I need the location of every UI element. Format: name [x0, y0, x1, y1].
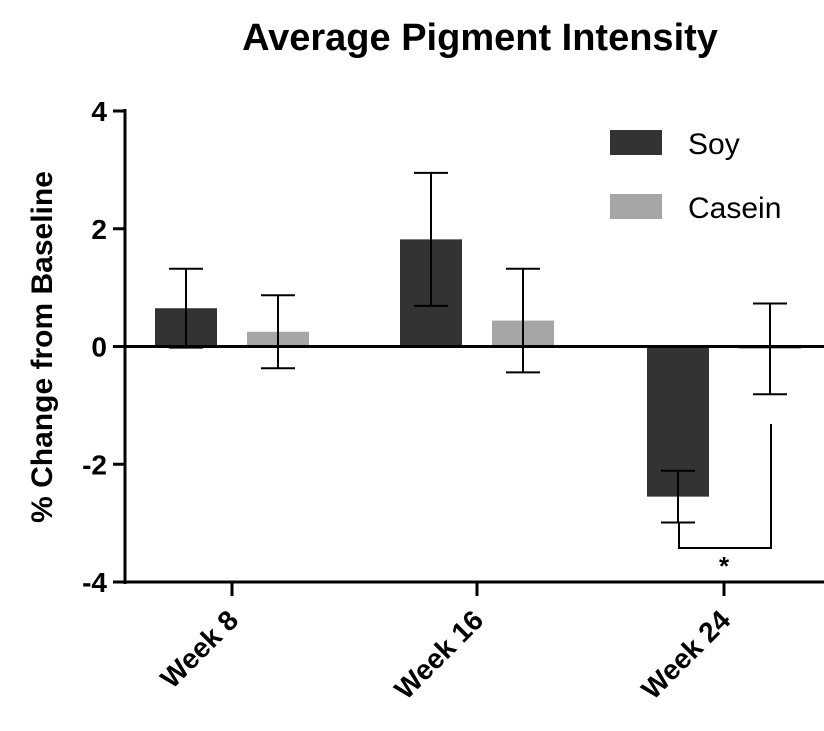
- y-tick-label: -4: [82, 567, 107, 598]
- y-tick-label: -2: [82, 449, 107, 480]
- legend-swatch: [610, 130, 662, 155]
- y-tick-label: 0: [91, 332, 107, 363]
- y-tick-label: 2: [91, 214, 107, 245]
- error-bar: [753, 302, 787, 396]
- chart-title: Average Pigment Intensity: [242, 17, 718, 59]
- error-bar: [506, 267, 540, 374]
- y-tick-label: 4: [91, 96, 107, 127]
- error-bar: [414, 171, 448, 307]
- annotation: *: [719, 551, 730, 581]
- error-bar: [661, 469, 695, 524]
- legend-label: Casein: [688, 192, 781, 225]
- x-tick-label: Week 8: [154, 604, 244, 694]
- error-bar: [261, 294, 295, 370]
- legend-label: Soy: [688, 128, 740, 161]
- legend-swatch: [610, 194, 662, 219]
- x-tick-label: Week 24: [635, 604, 736, 705]
- y-axis-label: % Change from Baseline: [26, 171, 59, 523]
- x-tick-label: Week 16: [388, 604, 489, 705]
- significance-bracket: [678, 424, 772, 549]
